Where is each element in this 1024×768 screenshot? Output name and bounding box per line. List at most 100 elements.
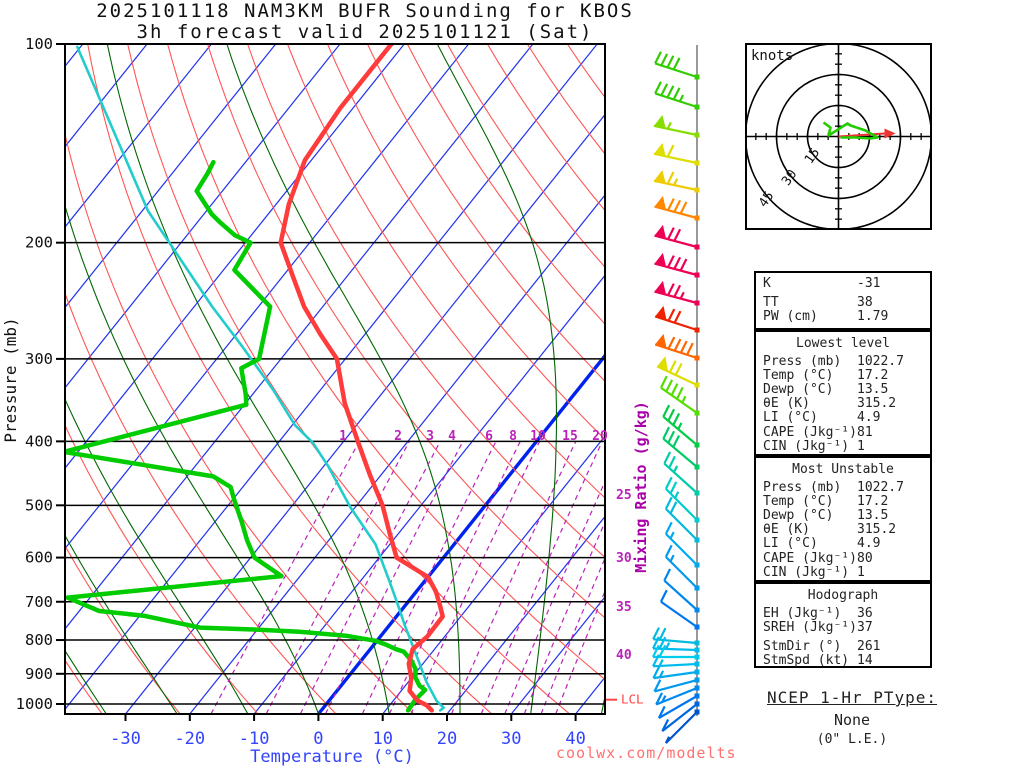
title-line1: 2025101118 NAM3KM BUFR Sounding for KBOS <box>96 0 634 22</box>
wind-barb <box>654 224 700 250</box>
wind-barb <box>653 114 700 138</box>
temperature-curve <box>278 44 445 713</box>
ptype-note: (0" L.E.) <box>816 732 888 747</box>
profile-curves <box>65 44 446 713</box>
wind-barb <box>654 51 700 80</box>
svg-text:0: 0 <box>313 729 323 749</box>
wind-barb <box>654 252 700 278</box>
svg-text:100: 100 <box>25 35 53 53</box>
table-row: LI (°C) 4.9 <box>763 536 881 552</box>
table-row: TT 38 <box>763 294 930 310</box>
svg-text:25: 25 <box>616 488 632 503</box>
page-title: 2025101118 NAM3KM BUFR Sounding for KBOS… <box>45 1 685 43</box>
most-unstable-panel: Most Unstable Press (mb) 1022.7 Temp (°C)… <box>754 456 932 582</box>
svg-text:1000: 1000 <box>16 695 53 713</box>
hodograph-stats-panel: Hodograph EH (Jkg⁻¹) 36 SREH (Jkg⁻¹) 37 St… <box>754 582 932 668</box>
table-row: EH (Jkg⁻¹) 36 <box>763 605 873 621</box>
watermark: coolwx.com/modelts <box>556 744 737 762</box>
wind-barb <box>663 568 700 613</box>
wind-barb <box>652 654 700 668</box>
svg-text:knots: knots <box>751 48 793 64</box>
table-row: CAPE (Jkg⁻¹) 81 <box>763 424 873 440</box>
svg-text:Mixing Ratio (g/kg): Mixing Ratio (g/kg) <box>632 401 650 573</box>
wind-barb <box>654 81 700 110</box>
table-row: CIN (Jkg⁻¹) 1 <box>763 564 865 580</box>
svg-text:1: 1 <box>339 429 347 444</box>
wind-barb <box>653 677 700 693</box>
wind-barb <box>653 142 700 166</box>
svg-text:10: 10 <box>372 729 392 749</box>
table-row: θE (K) 315.2 <box>763 522 897 538</box>
row-value: 1.79 <box>857 308 889 324</box>
table-row: StmSpd (kt) 14 <box>763 653 873 669</box>
svg-text:30: 30 <box>616 551 632 566</box>
svg-text:300: 300 <box>25 350 53 368</box>
svg-text:-20: -20 <box>174 729 205 749</box>
wind-barb <box>659 589 700 630</box>
wind-barb <box>652 644 700 660</box>
ptype-heading: NCEP 1-Hr PType: <box>766 688 938 707</box>
svg-text:30: 30 <box>779 167 800 188</box>
parcel-path-curve <box>76 45 446 712</box>
wind-barb <box>664 496 700 543</box>
table-row: Dewp (°C) 13.5 <box>763 381 889 397</box>
svg-text:6: 6 <box>485 429 493 444</box>
wind-barb <box>652 627 700 646</box>
panel-heading: Most Unstable <box>792 462 894 477</box>
svg-text:200: 200 <box>25 234 53 252</box>
wind-barb <box>664 521 700 568</box>
svg-text:500: 500 <box>25 496 53 514</box>
row-value: -31 <box>857 275 881 291</box>
svg-text:20: 20 <box>437 729 457 749</box>
svg-text:600: 600 <box>25 549 53 567</box>
row-label: TT <box>763 294 779 310</box>
svg-text:900: 900 <box>25 665 53 683</box>
table-row: LI (°C) 4.9 <box>763 410 881 426</box>
svg-text:-30: -30 <box>110 729 141 749</box>
table-row: Press (mb) 1022.7 <box>763 479 904 495</box>
wind-barb <box>663 451 700 496</box>
wind-barb <box>659 375 700 416</box>
svg-text:15: 15 <box>562 429 578 444</box>
svg-text:8: 8 <box>509 429 517 444</box>
axes: 1002003004005006007008009001000Pressure … <box>1 35 606 767</box>
svg-text:3: 3 <box>426 429 434 444</box>
table-row: Temp (°C) 17.2 <box>763 493 889 509</box>
svg-text:4: 4 <box>448 429 456 444</box>
wind-barb <box>654 195 700 221</box>
wind-barb <box>662 404 700 448</box>
ptype-block: NCEP 1-Hr PType: None (0" L.E.) <box>742 688 962 747</box>
svg-text:35: 35 <box>616 600 632 615</box>
pressure-lines <box>65 43 605 705</box>
table-row: CIN (Jkg⁻¹) 1 <box>763 438 865 454</box>
panel-heading: Hodograph <box>807 588 879 603</box>
wind-barb <box>652 666 700 680</box>
row-label: PW (cm) <box>763 308 818 324</box>
svg-text:2: 2 <box>394 429 402 444</box>
wind-barb <box>662 426 700 470</box>
lowest-level-panel: Lowest level Press (mb) 1022.7 Temp (°C) 1… <box>754 330 932 456</box>
svg-text:20: 20 <box>592 429 608 444</box>
svg-text:40: 40 <box>565 729 585 749</box>
svg-text:Temperature (°C): Temperature (°C) <box>250 747 414 767</box>
svg-text:Pressure (mb): Pressure (mb) <box>1 317 20 442</box>
table-row: Temp (°C) 17.2 <box>763 367 889 383</box>
table-row: θE (K) 315.2 <box>763 396 897 412</box>
svg-text:LCL: LCL <box>621 692 644 707</box>
wind-barb <box>654 305 700 333</box>
wind-barb <box>652 636 700 653</box>
svg-text:30: 30 <box>501 729 521 749</box>
stability-indices-panel: K -31 TT 38 PW (cm) 1.79 <box>754 271 932 330</box>
svg-text:40: 40 <box>616 648 632 663</box>
table-row: StmDir (°) 261 <box>763 638 881 654</box>
wind-barb <box>664 709 700 744</box>
svg-text:700: 700 <box>25 593 53 611</box>
wind-barb <box>653 169 700 193</box>
wind-barb <box>654 333 700 361</box>
svg-text:800: 800 <box>25 631 53 649</box>
mixing-ratio-labels: 1 2 3 4 6 8 10 15 20 25 30 35 40 Mixing Ratio (g/kg) <box>339 401 650 663</box>
svg-text:-10: -10 <box>239 729 270 749</box>
